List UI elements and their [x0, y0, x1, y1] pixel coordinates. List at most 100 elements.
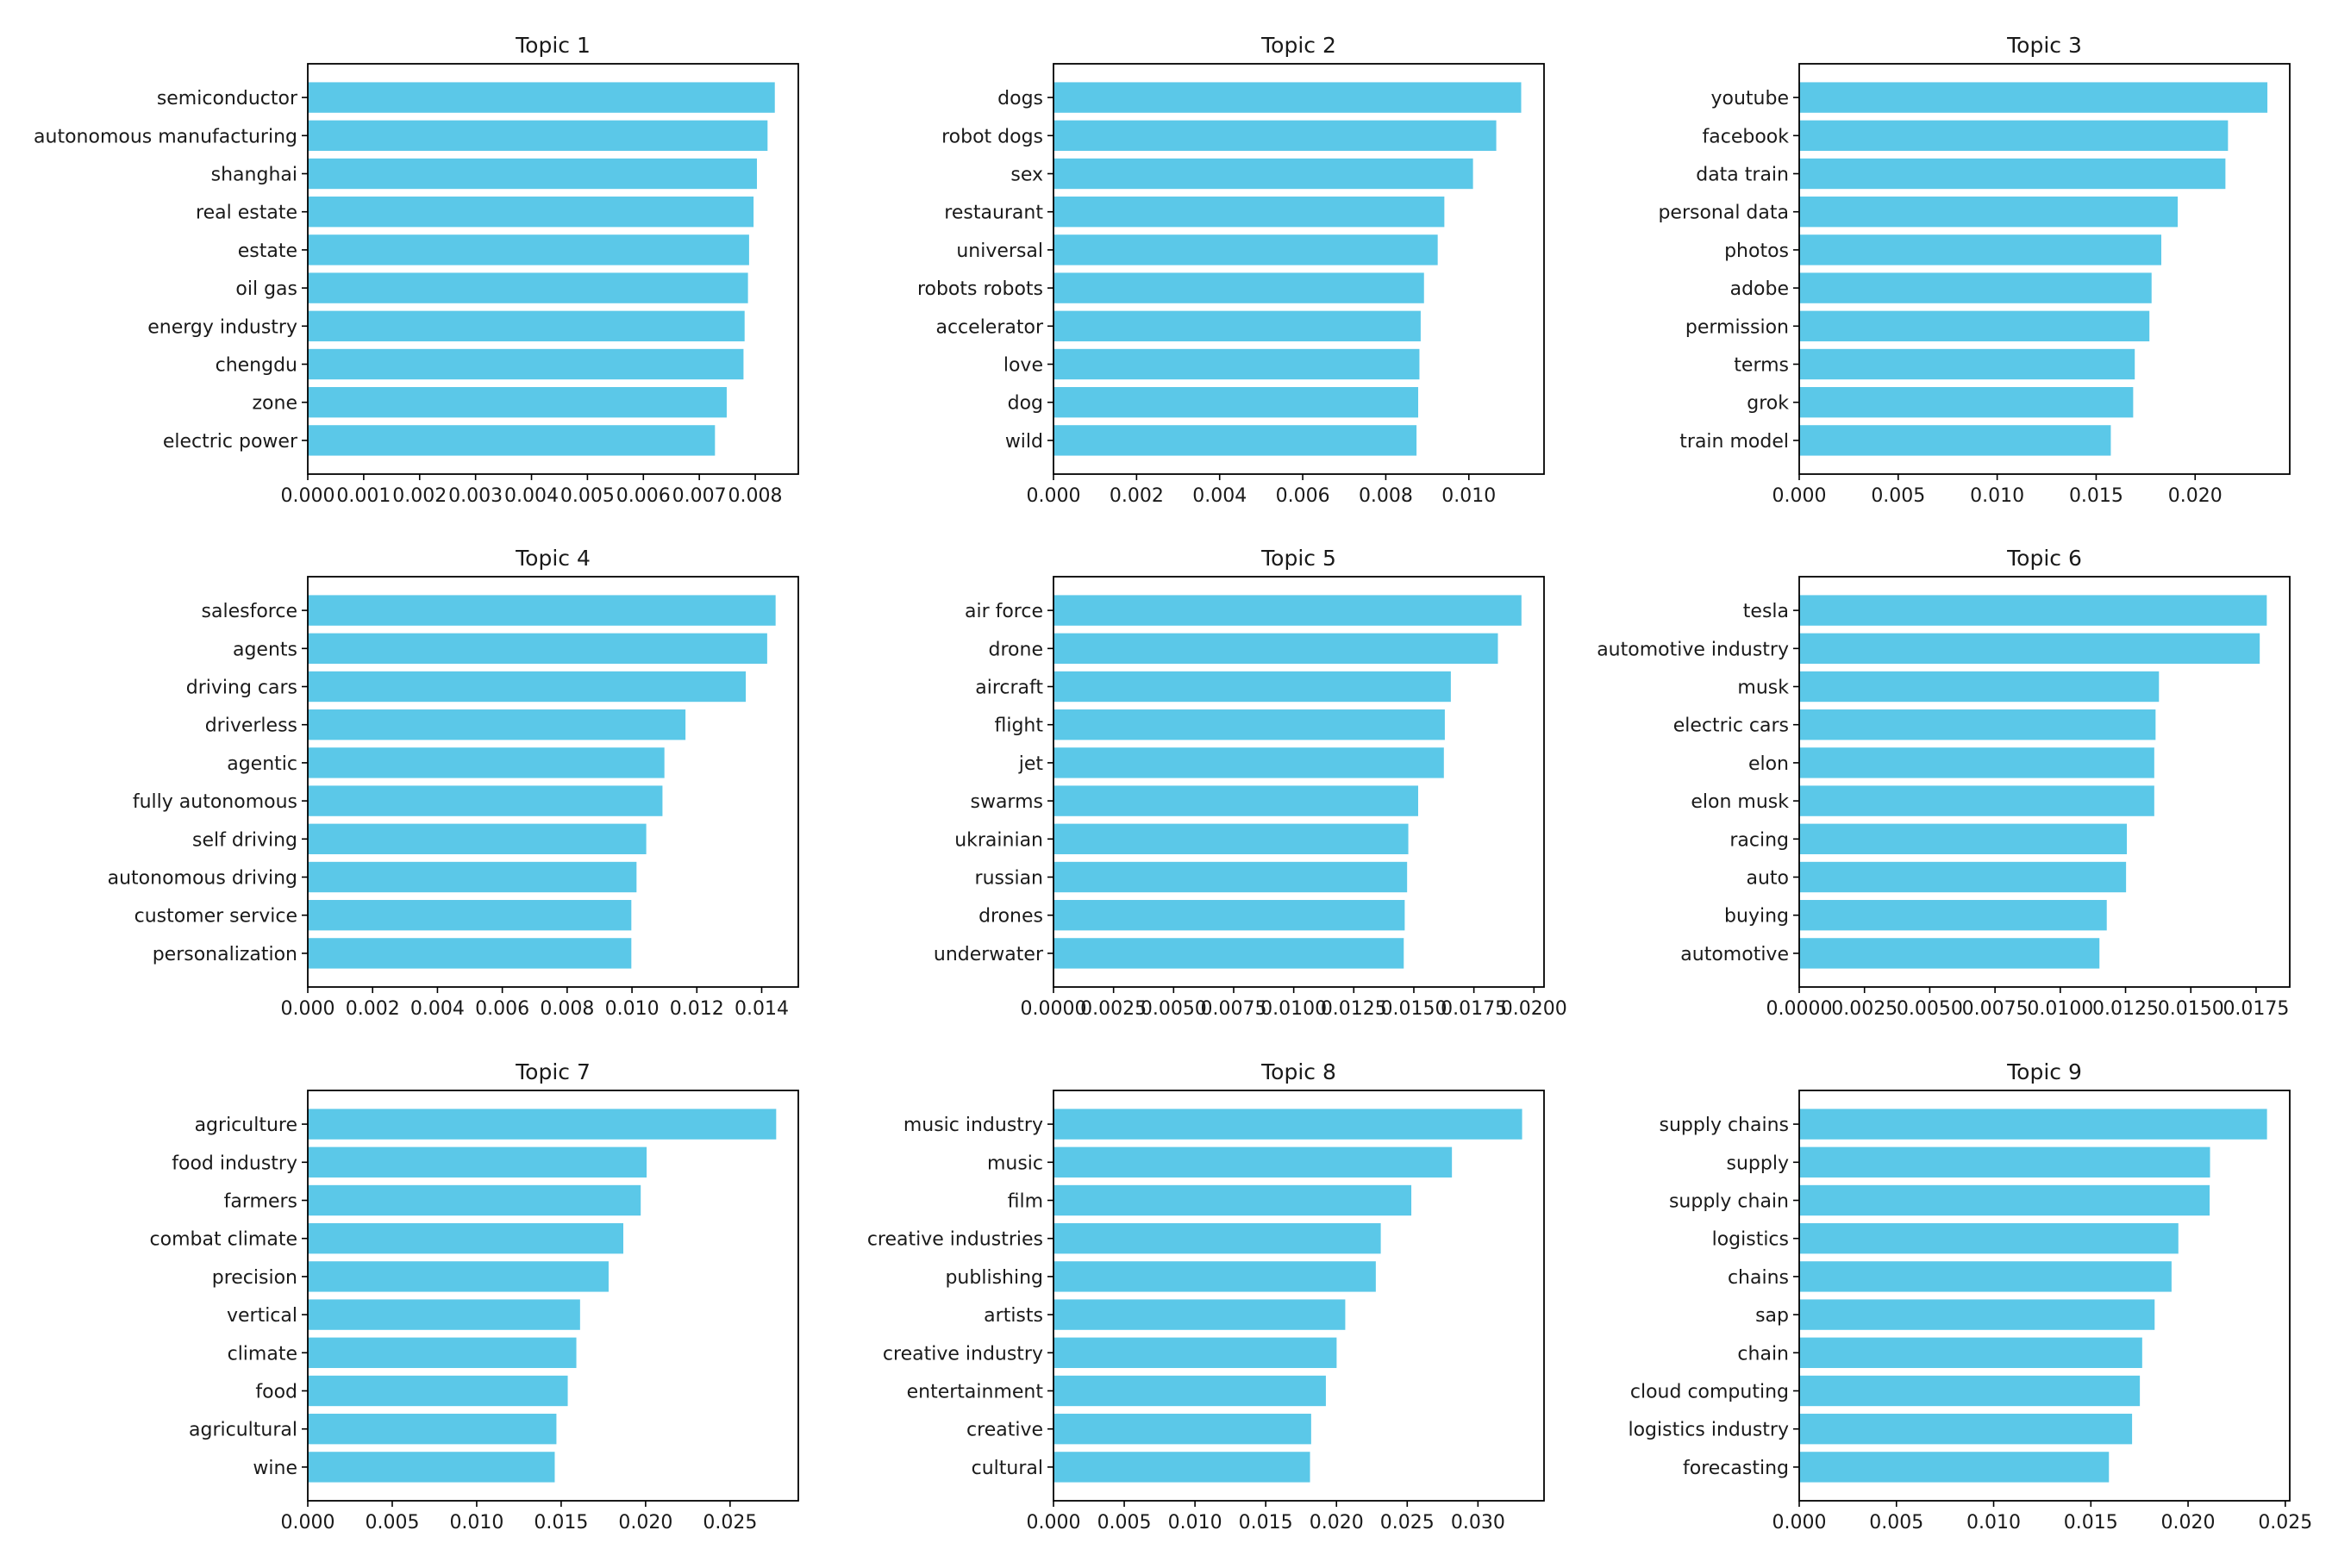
bar: [308, 425, 716, 456]
bar: [308, 823, 647, 854]
bar: [308, 595, 776, 626]
bar: [308, 861, 637, 893]
x-tick-label: 0.006: [475, 998, 529, 1020]
bar: [1053, 1452, 1310, 1483]
x-tick-label: 0.006: [616, 485, 671, 507]
bar: [1799, 120, 2229, 151]
y-tick-label: swarms: [971, 791, 1044, 813]
y-tick-label: russian: [975, 868, 1043, 890]
y-tick-label: sex: [1010, 165, 1043, 186]
x-tick-label: 0.010: [605, 998, 660, 1020]
x-tick-label: 0.008: [1359, 485, 1413, 507]
x-tick-label: 0.020: [1310, 1512, 1364, 1534]
subplot-title: Topic 6: [2006, 546, 2082, 571]
bar: [1799, 1299, 2155, 1330]
y-tick-label: photos: [1724, 241, 1789, 262]
bar: [1053, 747, 1444, 778]
x-tick-label: 0.0175: [2223, 998, 2289, 1020]
x-tick-label: 0.005: [1869, 1512, 1923, 1534]
subplot-topic-9: Topic 9 supply chains supply supply chain lo…: [1628, 1059, 2312, 1534]
subplot-topic-4: Topic 4 salesforce agents driving cars drive…: [108, 546, 799, 1020]
bar: [1799, 709, 2156, 740]
y-tick-label: robot dogs: [941, 126, 1043, 147]
x-tick-label: 0.020: [618, 1512, 672, 1534]
bar: [1799, 747, 2154, 778]
x-tick-label: 0.015: [1239, 1512, 1293, 1534]
y-tick-label: automotive: [1680, 944, 1789, 965]
y-tick-label: agricultural: [189, 1420, 297, 1441]
y-tick-label: creative industries: [867, 1229, 1043, 1251]
y-tick-label: drones: [978, 906, 1043, 928]
bar: [1799, 1109, 2267, 1140]
bar: [1799, 1337, 2142, 1368]
bar: [1053, 1184, 1412, 1216]
bar: [1799, 1261, 2172, 1292]
y-tick-label: racing: [1729, 829, 1789, 851]
y-tick-label: driving cars: [186, 678, 297, 699]
subplot-title: Topic 2: [1260, 33, 1336, 58]
x-tick-label: 0.004: [410, 998, 465, 1020]
bar: [1799, 234, 2161, 265]
bar: [308, 633, 767, 664]
y-tick-label: restaurant: [944, 203, 1043, 224]
x-tick-label: 0.010: [1970, 485, 2024, 507]
x-tick-label: 0.005: [560, 485, 615, 507]
x-tick-label: 0.025: [703, 1512, 757, 1534]
x-tick-label: 0.008: [728, 485, 783, 507]
bar: [1053, 709, 1445, 740]
bar: [308, 120, 768, 151]
y-tick-label: real estate: [196, 203, 297, 224]
y-tick-label: energy industry: [147, 316, 297, 338]
bar: [308, 1146, 647, 1178]
axes-frame: [307, 63, 799, 475]
subplot-title: Topic 9: [2006, 1059, 2082, 1084]
x-tick-label: 0.025: [2258, 1512, 2312, 1534]
subplot-topic-8: Topic 8 music industry music film creative i…: [867, 1059, 1545, 1534]
bar: [1799, 595, 2267, 626]
x-tick-label: 0.005: [1871, 485, 1925, 507]
x-tick-label: 0.0125: [2092, 998, 2159, 1020]
axes-frame: [1798, 576, 2291, 988]
y-tick-label: auto: [1746, 868, 1789, 890]
x-tick-label: 0.010: [1168, 1512, 1222, 1534]
bar: [308, 197, 754, 228]
bar: [1053, 1337, 1337, 1368]
y-tick-label: shanghai: [211, 165, 297, 186]
bar: [1799, 671, 2160, 703]
bar: [1053, 900, 1405, 931]
y-tick-label: food industry: [172, 1153, 297, 1174]
bar: [1799, 158, 2226, 190]
y-tick-label: cloud computing: [1630, 1382, 1789, 1403]
y-tick-label: grok: [1747, 393, 1789, 415]
y-tick-label: customer service: [134, 906, 297, 928]
x-tick-label: 0.0075: [1962, 998, 2029, 1020]
axes-frame: [1053, 1090, 1545, 1502]
bar: [1799, 823, 2128, 854]
y-tick-label: vertical: [227, 1305, 297, 1327]
bar: [308, 1375, 568, 1407]
subplot-topic-2: Topic 2 dogs robot dogs sex restaurant univer…: [917, 33, 1545, 507]
subplot-topic-6: Topic 6 tesla automotive industry musk elect…: [1597, 546, 2291, 1020]
y-tick-label: chain: [1737, 1343, 1789, 1365]
y-tick-label: zone: [253, 393, 298, 415]
bar: [308, 1223, 624, 1254]
y-tick-label: sap: [1755, 1305, 1789, 1327]
x-tick-label: 0.010: [449, 1512, 503, 1534]
x-tick-label: 0.0050: [1141, 998, 1207, 1020]
x-tick-label: 0.000: [1772, 485, 1827, 507]
y-tick-label: personalization: [153, 944, 297, 965]
y-tick-label: buying: [1724, 906, 1789, 928]
x-tick-label: 0.010: [1441, 485, 1496, 507]
bar: [1053, 1223, 1381, 1254]
subplot-topic-7: Topic 7 agriculture food industry farmers co…: [150, 1059, 799, 1534]
y-tick-label: logistics: [1712, 1229, 1789, 1251]
bar: [308, 938, 632, 969]
y-tick-label: autonomous driving: [108, 868, 297, 890]
axes-frame: [1798, 1090, 2291, 1502]
bar: [308, 1337, 577, 1368]
axes-frame: [307, 576, 799, 988]
bar: [1053, 633, 1498, 664]
x-tick-label: 0.000: [1027, 485, 1081, 507]
bar: [1053, 1109, 1522, 1140]
y-tick-label: creative: [966, 1420, 1043, 1441]
